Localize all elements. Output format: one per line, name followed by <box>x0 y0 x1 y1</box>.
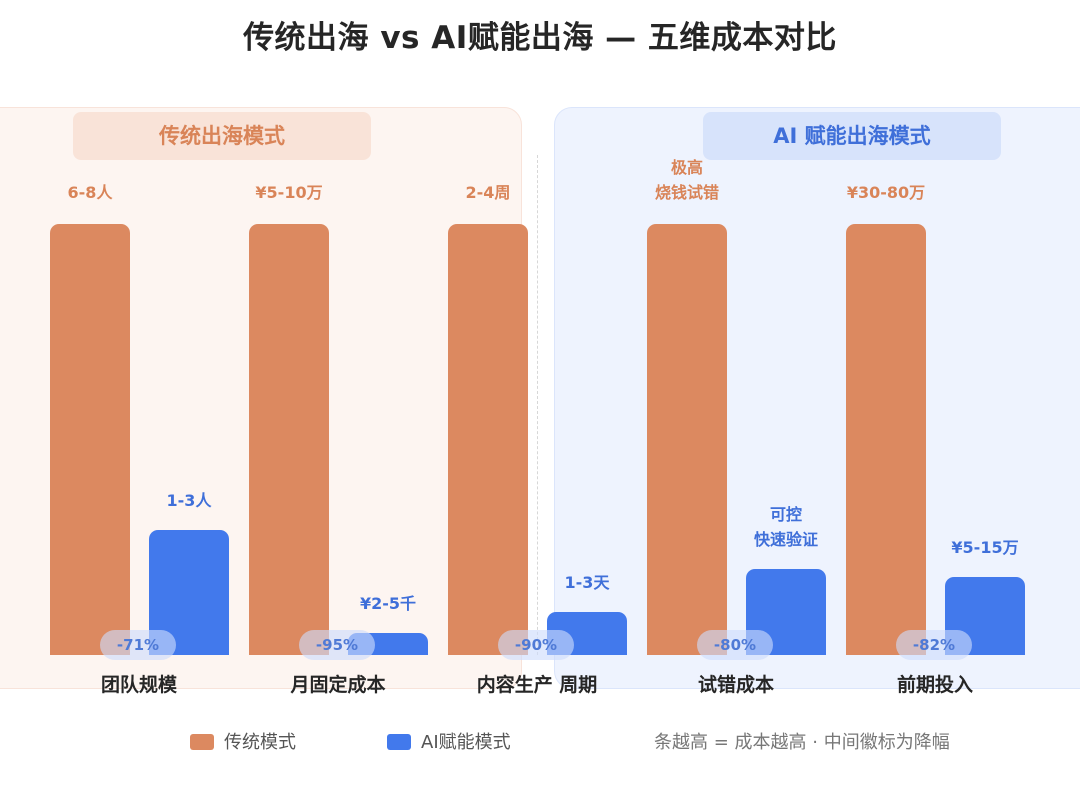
legend-label-traditional: 传统模式 <box>224 732 296 753</box>
legend-label-ai: AI赋能模式 <box>421 732 511 753</box>
bar-traditional-5 <box>846 224 926 655</box>
value-label-traditional-1: 6-8人 <box>67 183 113 202</box>
category-label-2: 月固定成本 <box>290 674 386 696</box>
traditional-panel-label: 传统出海模式 <box>73 112 371 160</box>
reduction-badge-2: -95% <box>299 630 375 660</box>
legend-item-traditional: 传统模式 <box>190 730 296 756</box>
value-label-traditional-4: 极高 <box>670 158 703 177</box>
value-label-traditional-5: ¥30-80万 <box>846 183 926 202</box>
legend-item-ai: AI赋能模式 <box>387 730 511 756</box>
panel-divider <box>537 155 538 655</box>
reduction-badge-5: -82% <box>896 630 972 660</box>
value-label-ai-4: 快速验证 <box>753 530 818 549</box>
category-label-1: 团队规模 <box>100 674 177 696</box>
value-label-traditional-4: 烧钱试错 <box>654 183 719 202</box>
value-label-ai-5: ¥5-15万 <box>951 538 1019 557</box>
category-label-5: 前期投入 <box>896 674 973 696</box>
bar-traditional-2 <box>249 224 329 655</box>
category-label-4: 试错成本 <box>697 674 774 696</box>
reduction-badge-3: -90% <box>498 630 574 660</box>
ai-panel-label: AI 赋能出海模式 <box>703 112 1001 160</box>
value-label-ai-1: 1-3人 <box>166 491 212 510</box>
value-label-ai-2: ¥2-5千 <box>359 594 417 613</box>
value-label-ai-4: 可控 <box>769 505 802 524</box>
value-label-ai-3: 1-3天 <box>564 573 610 592</box>
reduction-badge-1: -71% <box>100 630 176 660</box>
legend-swatch-ai <box>387 734 411 750</box>
bar-traditional-3 <box>448 224 528 655</box>
value-label-traditional-2: ¥5-10万 <box>255 183 323 202</box>
bar-traditional-4 <box>647 224 727 655</box>
legend-swatch-traditional <box>190 734 214 750</box>
value-label-traditional-3: 2-4周 <box>465 183 511 202</box>
chart-title: 传统出海 vs AI赋能出海 — 五维成本对比 <box>243 20 837 56</box>
category-label-3: 内容生产 周期 <box>476 674 598 696</box>
chart-note: 条越高 = 成本越高 · 中间徽标为降幅 <box>654 732 950 753</box>
reduction-badge-4: -80% <box>697 630 773 660</box>
bar-traditional-1 <box>50 224 130 655</box>
